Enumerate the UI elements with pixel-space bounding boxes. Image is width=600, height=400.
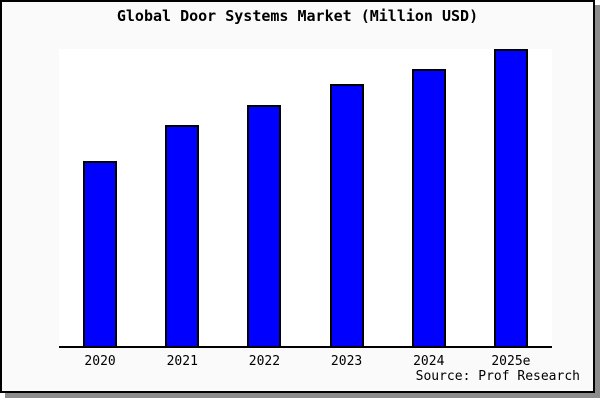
chart-frame: Global Door Systems Market (Million USD)… [0, 0, 595, 393]
x-tick-label-2023: 2023 [330, 354, 363, 369]
x-tick-label-2024: 2024 [413, 354, 445, 369]
bar-2022 [247, 105, 282, 346]
x-tick-label-2020: 2020 [84, 354, 116, 369]
bar-2021 [165, 125, 200, 346]
bar-2025e [493, 49, 528, 346]
x-axis: 2020 2021 2022 2023 2024 2025e [59, 354, 552, 370]
bar-2024 [411, 69, 446, 346]
source-label: Source: Prof Research [415, 369, 580, 384]
x-tick-label-2021: 2021 [166, 354, 198, 369]
plot-area [59, 49, 552, 348]
x-tick-label-2025e: 2025e [491, 354, 531, 369]
bar-2020 [83, 161, 118, 346]
chart-title: Global Door Systems Market (Million USD) [116, 7, 479, 25]
x-tick-label-2022: 2022 [248, 354, 281, 369]
bar-2023 [329, 84, 364, 346]
